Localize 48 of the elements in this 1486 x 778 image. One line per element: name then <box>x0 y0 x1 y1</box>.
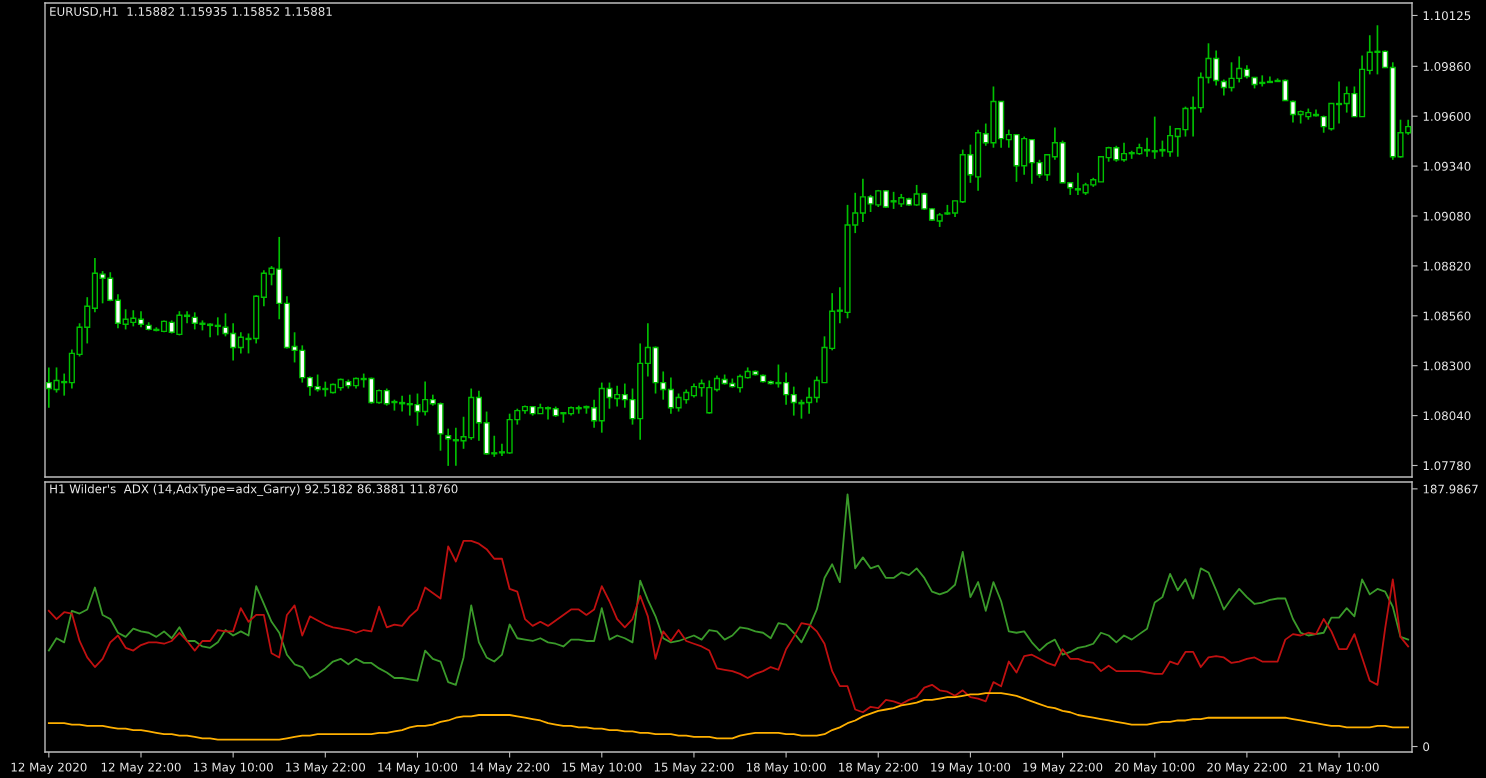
candlestick <box>1167 124 1174 158</box>
y-tick-label: 1.08300 <box>1423 361 1471 371</box>
chart-title: EURUSD,H1 1.15882 1.15935 1.15852 1.15881 <box>50 7 332 18</box>
candlestick <box>1335 80 1343 125</box>
x-tick-label: 20 May 22:00 <box>1207 762 1287 774</box>
y-tick-label: 1.09600 <box>1423 111 1471 121</box>
x-tick-label: 12 May 2020 <box>11 762 87 774</box>
candlestick <box>1266 75 1273 84</box>
candlestick <box>1074 171 1082 196</box>
line-series <box>47 540 1410 714</box>
candlestick <box>544 405 552 421</box>
y-tick-label: 1.08560 <box>1423 311 1471 321</box>
y-tick-label: 1.08040 <box>1423 411 1471 421</box>
y-tick-label: 1.10125 <box>1423 11 1471 21</box>
y-tick-label: 1.09080 <box>1423 211 1471 221</box>
x-tick-label: 15 May 10:00 <box>562 762 642 774</box>
x-tick-label: 18 May 10:00 <box>746 762 826 774</box>
candlestick <box>1289 99 1297 124</box>
candlestick <box>667 376 674 415</box>
x-tick-label: 15 May 22:00 <box>654 762 734 774</box>
candlestick <box>498 442 506 457</box>
x-tick-label: 14 May 10:00 <box>378 762 458 774</box>
y-tick-label: 1.07780 <box>1423 461 1471 471</box>
chart-title: H1 Wilder's ADX (14,AdxType=adx_Garry) 92.5182 86.3881 11.8760 <box>50 484 458 496</box>
x-tick-label: 12 May 22:00 <box>101 762 181 774</box>
candlestick <box>591 398 598 429</box>
y-tick-label: 0 <box>1423 742 1430 752</box>
y-tick-label: 1.08820 <box>1423 261 1471 271</box>
x-tick-label: 14 May 22:00 <box>470 762 550 774</box>
x-tick-label: 19 May 22:00 <box>1023 762 1103 774</box>
line-series <box>47 692 1410 741</box>
candlestick <box>306 375 314 397</box>
y-tick-label: 1.09860 <box>1423 62 1471 71</box>
x-tick-label: 20 May 10:00 <box>1115 762 1195 774</box>
x-tick-label: 13 May 22:00 <box>286 762 366 774</box>
x-tick-label: 13 May 10:00 <box>193 762 273 774</box>
y-tick-label: 187.9867 <box>1423 484 1478 494</box>
x-tick-label: 21 May 10:00 <box>1299 762 1379 774</box>
y-tick-label: 1.09340 <box>1423 161 1471 171</box>
candlestick <box>445 427 452 467</box>
candlestick <box>114 293 122 330</box>
candlestick <box>214 316 221 337</box>
x-tick-label: 18 May 22:00 <box>839 762 918 774</box>
candlestick <box>736 373 744 394</box>
x-tick-label: 19 May 10:00 <box>931 762 1011 774</box>
candlestick <box>783 371 790 406</box>
candlestick <box>1120 141 1128 163</box>
candlestick <box>859 177 866 223</box>
